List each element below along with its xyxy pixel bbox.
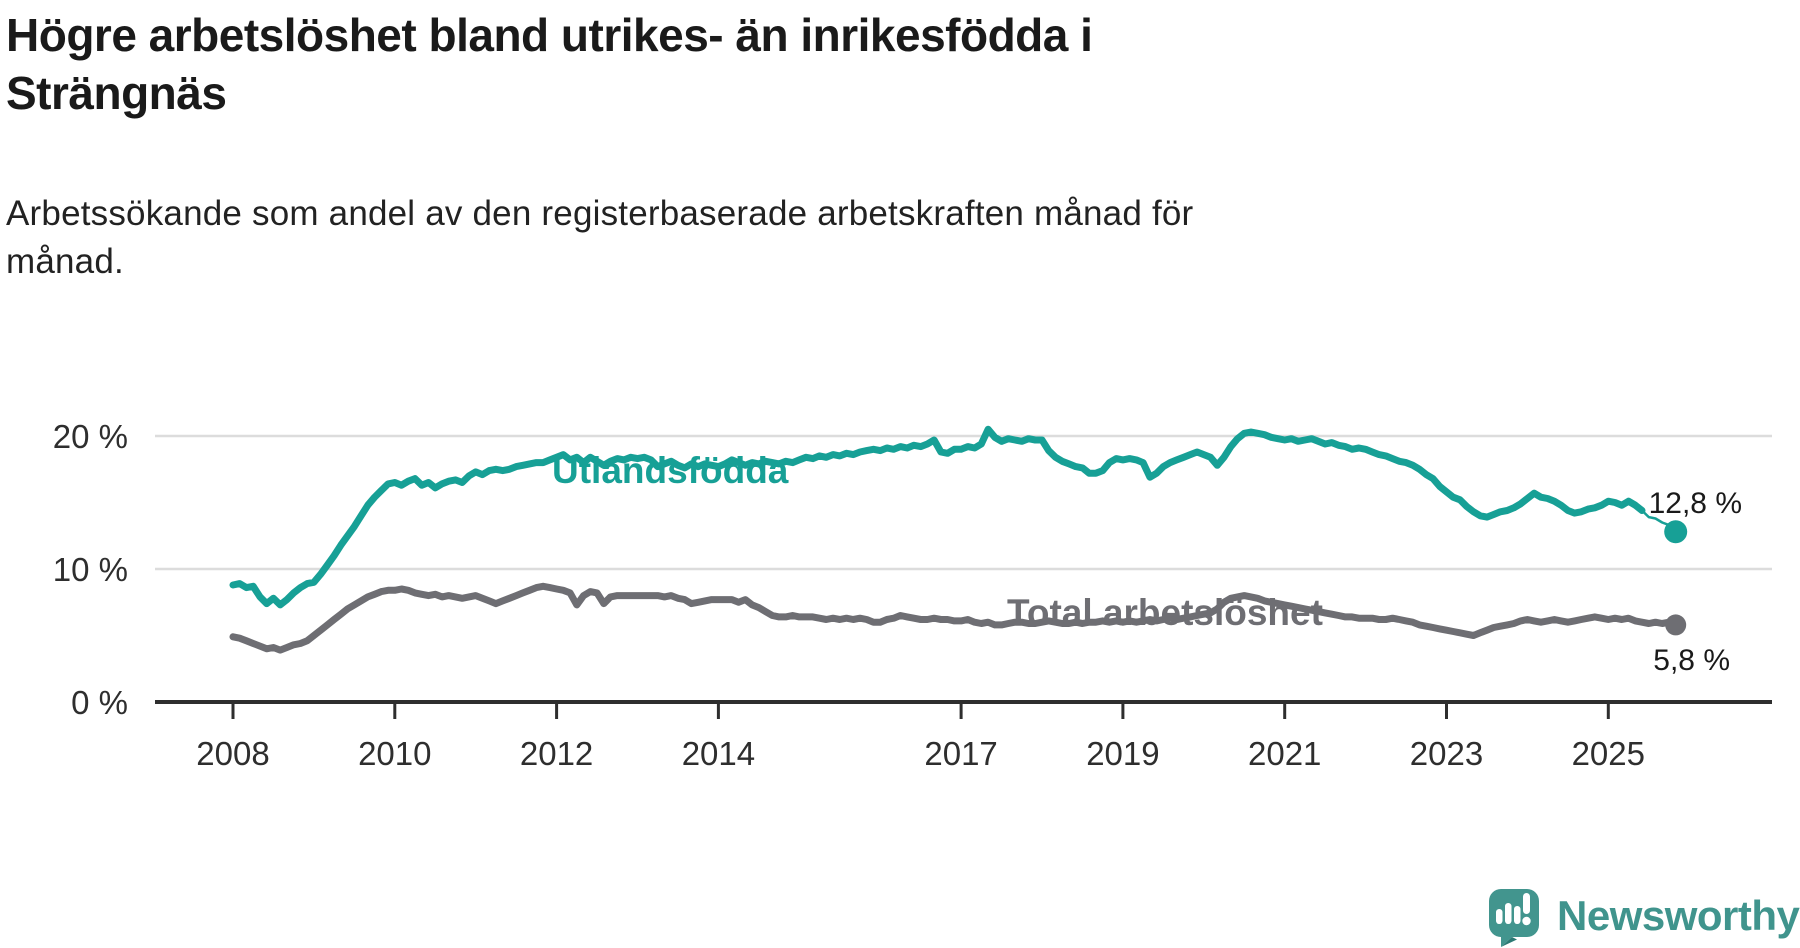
value-label-utlandsfodda: 12,8 % xyxy=(1649,487,1742,520)
page-title: Högre arbetslöshet bland utrikes- än inr… xyxy=(6,9,1093,120)
newsworthy-logo-icon xyxy=(1489,889,1539,947)
x-tick-label-2021: 2021 xyxy=(1248,735,1321,772)
x-tick-label-2012: 2012 xyxy=(520,735,593,772)
x-tick-label-2014: 2014 xyxy=(682,735,755,772)
newsworthy-wordmark: Newsworthy xyxy=(1557,892,1800,939)
x-tick-label-2017: 2017 xyxy=(924,735,997,772)
series-line-total xyxy=(229,582,1680,654)
logo-bars-exclamation xyxy=(1496,893,1531,926)
y-tick-label-10: 10 % xyxy=(53,551,128,588)
series-label-total: Total arbetslöshet xyxy=(1007,592,1323,633)
x-tick-label-2010: 2010 xyxy=(358,735,431,772)
series-lines xyxy=(229,425,1688,654)
x-tick-label-2019: 2019 xyxy=(1086,735,1159,772)
end-dot-total xyxy=(1665,614,1687,636)
value-label-total: 5,8 % xyxy=(1653,644,1730,677)
series-label-utlandsfodda: Utlandsfödda xyxy=(552,450,789,491)
chart-subtitle: Arbetssökande som andel av den registerb… xyxy=(6,194,1194,282)
series-line-utlandsfodda xyxy=(229,425,1646,609)
end-dot-utlandsfodda xyxy=(1664,520,1688,544)
y-tick-label-20: 20 % xyxy=(53,418,128,455)
y-tick-label-0: 0 % xyxy=(71,684,128,721)
x-tick-label-2008: 2008 xyxy=(196,735,269,772)
gridlines-and-axes: 0 % 10 % 20 % 2008 2010 2012 2014 2017 2019 2021 2… xyxy=(53,418,1772,772)
newsworthy-logo: Newsworthy xyxy=(1488,888,1800,948)
x-tick-label-2023: 2023 xyxy=(1410,735,1483,772)
x-tick-label-2025: 2025 xyxy=(1572,735,1645,772)
